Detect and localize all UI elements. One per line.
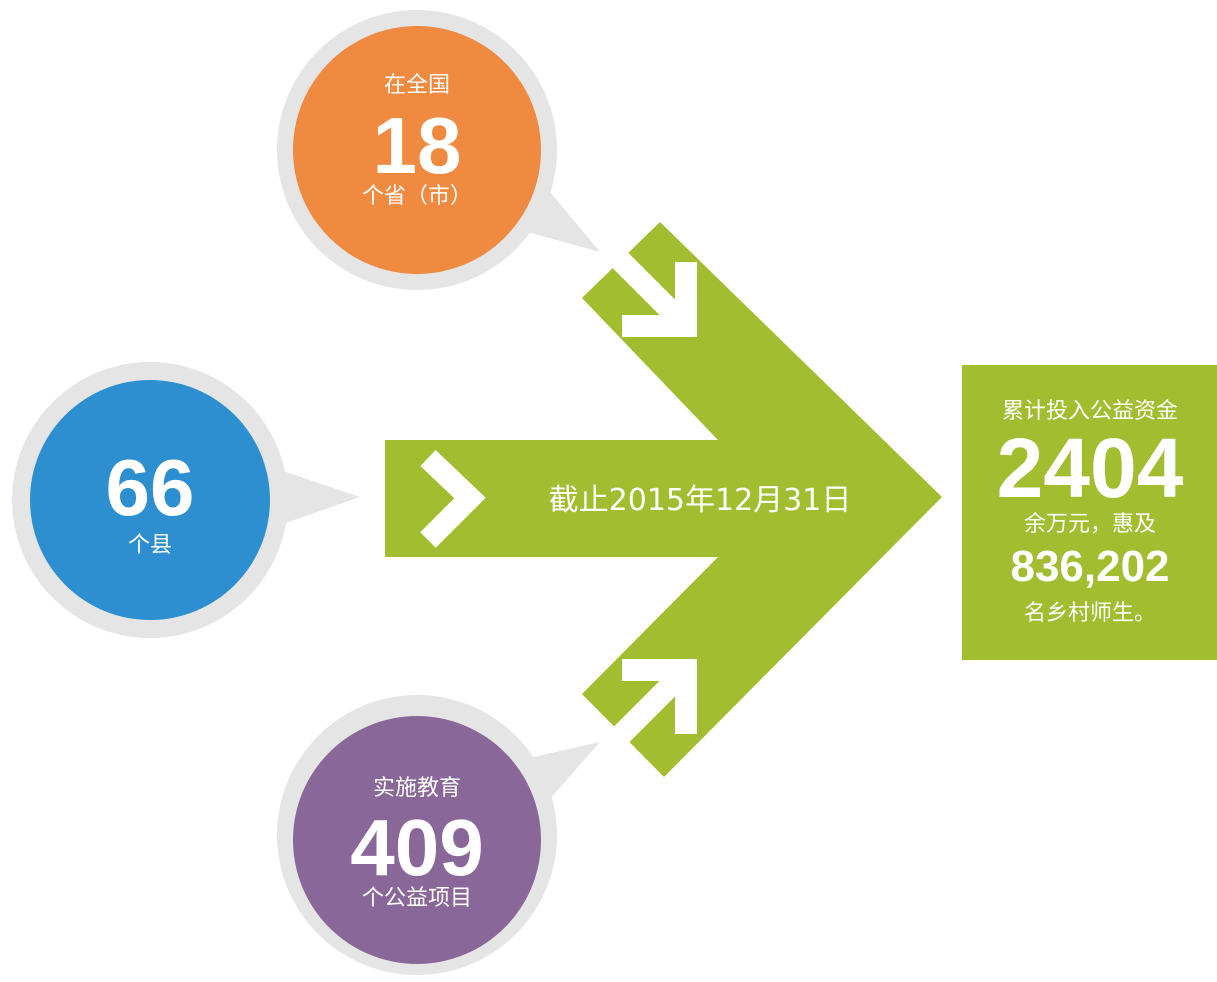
circle-blue: 66 个县 (12, 362, 360, 638)
circle-prefix: 在全国 (384, 73, 450, 98)
summary-amount: 2404 (997, 421, 1184, 515)
circle-suffix: 个县 (128, 533, 172, 558)
circle-purple: 实施教育 409 个公益项目 (277, 695, 600, 975)
big-arrow (385, 222, 942, 777)
circle-prefix: 实施教育 (373, 776, 461, 801)
summary-text: 余万元，惠及 (1024, 512, 1156, 537)
circle-suffix: 个省（市） (362, 184, 472, 209)
center-label: 截止2015年12月31日 (549, 483, 852, 518)
circle-suffix: 个公益项目 (362, 886, 472, 911)
summary-text: 累计投入公益资金 (1002, 399, 1178, 424)
circle-number: 66 (106, 443, 195, 532)
summary-box: 累计投入公益资金 2404 余万元，惠及 836,202 名乡村师生。 (962, 365, 1217, 660)
circle-orange: 在全国 18 个省（市） (277, 10, 600, 290)
circle-number: 18 (373, 101, 462, 190)
summary-text: 名乡村师生。 (1024, 601, 1156, 626)
circle-number: 409 (350, 803, 483, 892)
summary-people: 836,202 (1010, 542, 1169, 591)
white-arrows (420, 244, 697, 748)
